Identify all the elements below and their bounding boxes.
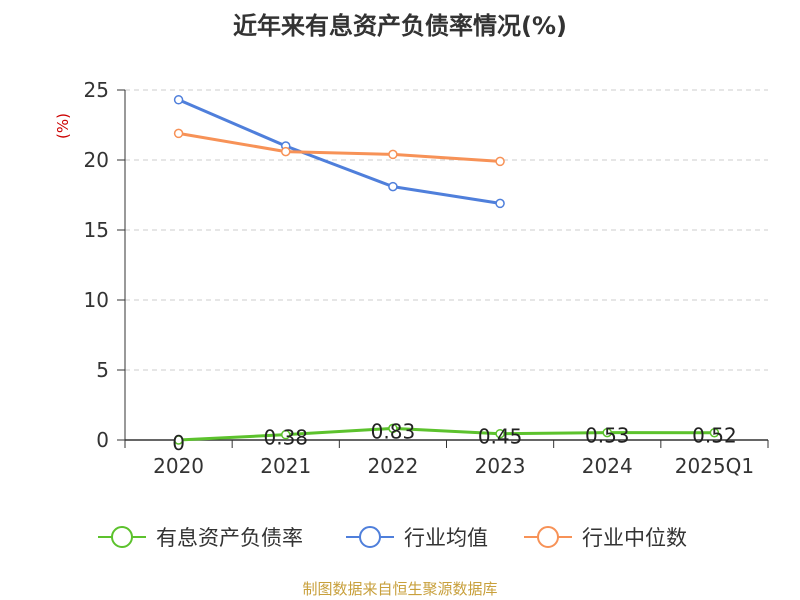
data-point: [281, 146, 291, 157]
series-line-3: [178, 131, 501, 163]
legend-label: 行业中位数: [582, 526, 687, 550]
data-point: [495, 428, 505, 439]
y-tick-label: 20: [84, 148, 109, 172]
data-point: [602, 427, 612, 438]
x-tick-label: 2025Q1: [675, 454, 754, 478]
axis-layer: 0 5 10 15 20 25 2020 2021 2022 2023 2024 2025Q1: [84, 78, 769, 478]
legend-item-1: 有息资产负债率: [98, 526, 303, 550]
data-point: [495, 156, 505, 167]
data-point: [388, 423, 398, 434]
data-label: 0.38: [263, 426, 308, 450]
series-layer: [173, 95, 720, 445]
data-point: [281, 429, 291, 440]
x-tick-label: 2023: [475, 454, 526, 478]
y-tick-label: 10: [84, 288, 109, 312]
data-point: [495, 198, 505, 209]
x-tick-label: 2022: [367, 454, 418, 478]
data-point: [173, 95, 184, 105]
x-tick-label: 2024: [582, 454, 633, 478]
data-point: [388, 149, 398, 160]
legend-label: 行业均值: [404, 526, 488, 550]
y-tick-label: 0: [96, 428, 109, 452]
legend-label: 有息资产负债率: [156, 526, 303, 550]
y-tick-label: 25: [84, 78, 109, 102]
data-label-layer: 0 0.38 0.83 0.45 0.53 0.52: [172, 419, 736, 455]
legend-marker: [537, 526, 559, 548]
legend-item-2: 行业均值: [346, 526, 488, 550]
legend-marker: [111, 526, 133, 548]
x-tick-label: 2020: [153, 454, 204, 478]
y-tick-label: 5: [96, 358, 109, 382]
legend-marker: [359, 526, 381, 548]
grid-layer: [125, 89, 768, 371]
data-label: 0.52: [692, 424, 737, 448]
y-axis-unit-label: (%): [54, 113, 72, 139]
data-label: 0: [172, 431, 185, 455]
data-point: [388, 181, 398, 192]
data-label: 0.53: [585, 424, 630, 448]
x-tick-label: 2021: [260, 454, 311, 478]
series-line-1: [178, 426, 715, 442]
legend-item-3: 行业中位数: [524, 526, 687, 550]
legend: 有息资产负债率 行业均值 行业中位数: [98, 526, 687, 550]
data-point: [709, 427, 720, 438]
data-source-note: 制图数据来自恒生聚源数据库: [302, 580, 498, 598]
chart-title: 近年来有息资产负债率情况(%): [233, 12, 567, 40]
data-point: [173, 128, 184, 139]
data-point: [173, 435, 184, 445]
series-line-2: [177, 98, 501, 205]
data-label: 0.83: [371, 419, 416, 443]
data-label: 0.45: [478, 425, 523, 449]
y-tick-label: 15: [84, 218, 109, 242]
